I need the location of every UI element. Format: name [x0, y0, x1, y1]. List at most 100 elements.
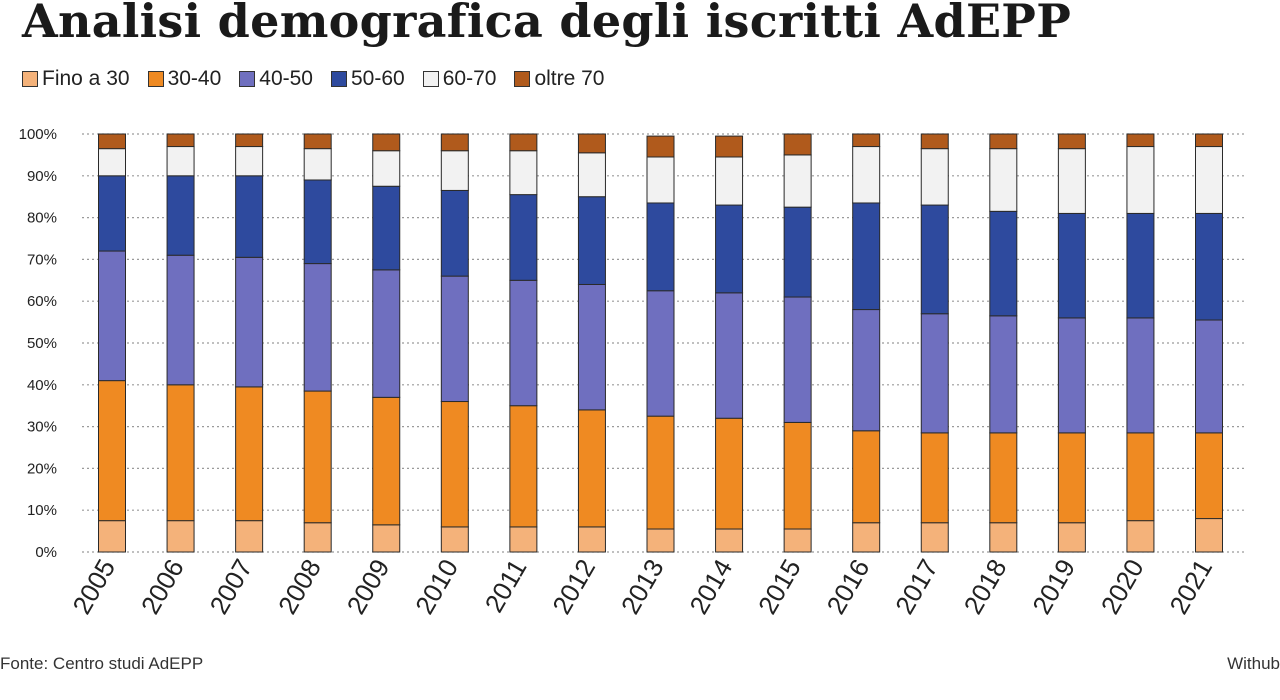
y-tick-label: 90% — [27, 168, 57, 185]
x-tick-label: 2013 — [615, 554, 670, 619]
bar-segment — [98, 148, 126, 177]
legend-label: oltre 70 — [534, 67, 605, 90]
bar-segment — [715, 292, 744, 419]
bar-segment — [1057, 212, 1086, 319]
bar-segment — [303, 148, 332, 181]
x-tick-label: 2007 — [203, 554, 258, 619]
bar-segment — [783, 154, 812, 208]
x-tick-label: 2006 — [135, 554, 190, 619]
bar-segment — [1195, 212, 1223, 321]
bar-segment — [166, 254, 195, 386]
legend-item: 30-40 — [147, 67, 222, 91]
x-tick-label: 2017 — [889, 554, 944, 619]
bar-segment — [577, 526, 606, 553]
bar-segment — [920, 148, 949, 206]
bar-segment — [235, 386, 264, 522]
bar-segment — [715, 135, 744, 158]
bar-segment — [920, 313, 949, 434]
bar-segment — [166, 384, 195, 522]
bar-segment — [166, 133, 195, 148]
credit-note: Withub — [1227, 654, 1280, 673]
bar-segment — [920, 133, 949, 150]
bar-segment — [920, 432, 949, 524]
bar-segment — [1126, 520, 1155, 553]
x-tick-label: 2005 — [66, 554, 121, 619]
bar-segment — [372, 185, 401, 271]
bar-segment — [1126, 212, 1155, 319]
bar-segment — [372, 150, 401, 187]
y-tick-label: 60% — [27, 293, 57, 310]
bar-segment — [646, 156, 675, 204]
bar-segment — [783, 296, 812, 423]
bar-segment — [1195, 432, 1223, 520]
bar-segment — [1057, 133, 1086, 150]
x-tick-label: 2020 — [1095, 554, 1150, 619]
bar-segment — [98, 250, 126, 382]
bar-segment — [166, 520, 195, 553]
bar-segment — [577, 133, 606, 154]
y-tick-label: 10% — [27, 502, 57, 519]
bar-segment — [235, 175, 264, 258]
bar-segment — [235, 520, 264, 553]
bar-segment — [235, 146, 264, 177]
bar-segment — [852, 522, 881, 553]
bar-segment — [166, 146, 195, 177]
bar-segment — [577, 196, 606, 285]
bar-segment — [715, 528, 744, 553]
bar-segment — [509, 526, 538, 553]
bar-segment — [372, 524, 401, 553]
bar-segment — [577, 283, 606, 411]
legend-item: 60-70 — [422, 67, 497, 91]
legend-item: 40-50 — [239, 67, 313, 91]
bar-segment — [509, 405, 538, 528]
bar-segment — [303, 179, 332, 265]
x-tick-label: 2011 — [479, 554, 533, 617]
bar-segment — [235, 256, 264, 388]
y-tick-label: 50% — [27, 335, 57, 352]
bar-segment — [852, 309, 881, 432]
bar-segment — [577, 409, 606, 528]
bar-segment — [646, 528, 675, 553]
bar-segment — [440, 189, 469, 277]
legend-label: 30-40 — [167, 67, 222, 90]
bar-segment — [783, 206, 812, 298]
y-tick-label: 100% — [19, 126, 57, 143]
bar-segment — [783, 528, 812, 553]
legend-swatch — [514, 71, 531, 87]
bar-segment — [1057, 317, 1086, 434]
bar-segment — [440, 401, 469, 528]
bar-segment — [1057, 432, 1086, 524]
bar-segment — [646, 202, 675, 292]
source-note: Fonte: Centro studi AdEPP — [0, 654, 204, 673]
legend-label: Fino a 30 — [42, 67, 130, 90]
x-tick-label: 2012 — [546, 554, 601, 619]
legend-item: 50-60 — [331, 67, 405, 91]
x-tick-label: 2019 — [1026, 554, 1081, 619]
bar-segment — [509, 133, 538, 152]
legend-label: 40-50 — [259, 67, 313, 90]
bar-segment — [989, 148, 1018, 212]
bar-segment — [646, 415, 675, 530]
bar-segment — [303, 133, 332, 150]
bar-segment — [1126, 317, 1155, 434]
bar-segment — [1126, 146, 1155, 214]
bar-segment — [372, 396, 401, 526]
bar-segment — [98, 133, 126, 150]
bar-segment — [303, 390, 332, 524]
bar-segment — [920, 522, 949, 553]
legend-label: 60-70 — [442, 67, 497, 90]
bar-segment — [852, 146, 881, 204]
bar-segment — [509, 279, 538, 407]
x-tick-label: 2021 — [1163, 554, 1218, 619]
bar-segment — [1126, 133, 1155, 148]
bar-segment — [372, 133, 401, 152]
bar-segment — [1195, 133, 1223, 148]
bar-segment — [989, 315, 1018, 434]
legend-swatch — [147, 71, 164, 87]
bar-segment — [440, 526, 469, 553]
bar-segment — [372, 269, 401, 398]
bar-segment — [989, 522, 1018, 553]
bar-segment — [715, 204, 744, 294]
x-tick-label: 2010 — [409, 554, 464, 619]
bar-segment — [440, 133, 469, 152]
